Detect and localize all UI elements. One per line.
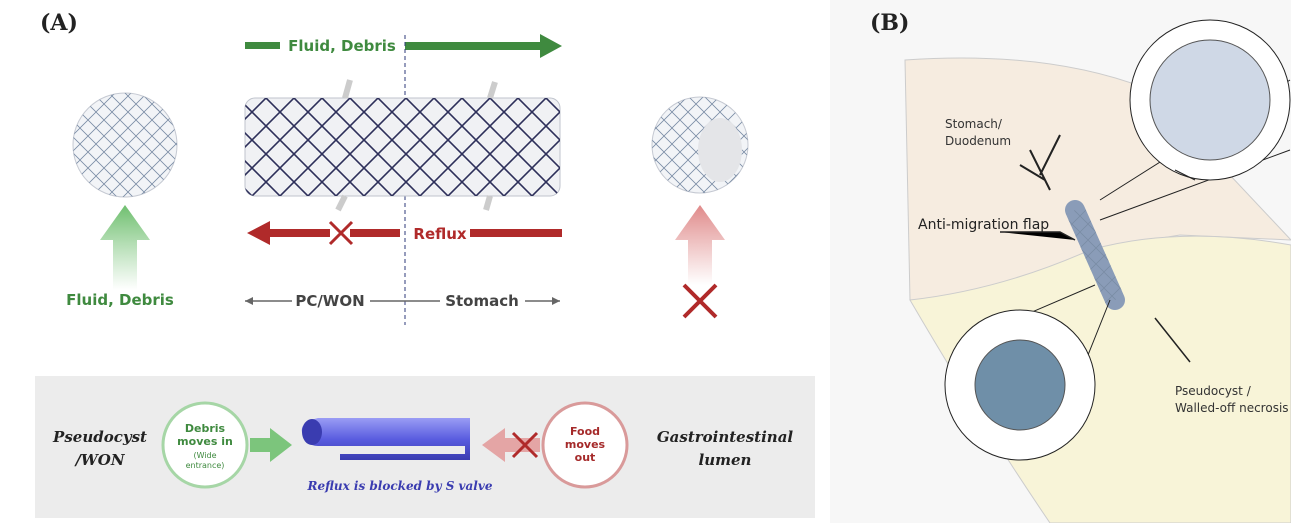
in-text: Debris moves in <box>177 422 233 448</box>
in-arrow <box>250 428 292 462</box>
reflux-x <box>328 220 354 246</box>
stent-end-left-mesh <box>73 93 177 197</box>
in-note: (Wide entrance) <box>186 451 225 470</box>
migration-arrows <box>1019 134 1061 191</box>
zoom-bottom-lumen <box>974 339 1066 431</box>
right-label: Gastrointestinal lumen <box>657 428 794 469</box>
line: out <box>575 451 596 464</box>
line: Duodenum <box>945 134 1011 148</box>
line: lumen <box>699 451 752 469</box>
outflow-arrow <box>675 205 725 285</box>
panel-label: (A) <box>40 10 78 36</box>
out-arrow <box>482 428 540 462</box>
line: moves in <box>177 435 233 448</box>
side-left: PC/WON <box>295 292 364 310</box>
flow-label: Fluid, Debris <box>288 37 396 55</box>
line: entrance) <box>186 461 225 470</box>
pointer <box>1174 169 1196 181</box>
valve <box>698 118 742 182</box>
panel-label: (B) <box>870 10 909 36</box>
line: Pseudocyst <box>52 428 147 446</box>
inflow-arrow <box>100 205 150 290</box>
mechanism-box <box>35 376 815 518</box>
inflow-label: Fluid, Debris <box>66 291 174 309</box>
flow-arrow <box>405 34 562 58</box>
stent-flaps <box>335 79 498 212</box>
line: Walled-off necrosis <box>1175 401 1289 415</box>
out-text: Food moves out <box>565 425 606 464</box>
line: Stomach/ <box>945 117 1003 131</box>
left-label: Pseudocyst/WON <box>52 428 147 469</box>
in-circle <box>161 401 249 489</box>
zoom-top-lumen <box>1149 39 1271 161</box>
line: Debris <box>185 422 226 435</box>
s-valve-tube <box>301 418 470 460</box>
flap-label: Anti-migration flap <box>918 217 1049 233</box>
stent-mesh <box>1065 205 1125 305</box>
line: Gastrointestinal <box>657 428 794 446</box>
flow-bar <box>245 42 280 49</box>
out-x <box>511 431 539 459</box>
stomach-label: Stomach/Duodenum <box>945 117 1011 148</box>
cyst-label: Pseudocyst / Walled-off necrosis <box>1175 384 1289 415</box>
line: Pseudocyst / <box>1175 384 1252 398</box>
out-circle <box>541 401 629 489</box>
caption: Reflux is blocked by S valve <box>307 479 493 493</box>
reflux-arrow <box>247 221 562 245</box>
pointer-lines <box>1000 231 1191 363</box>
line: Food <box>570 425 600 438</box>
tube-opening <box>302 419 322 445</box>
line: (Wide <box>193 451 216 460</box>
reflux-label: Reflux <box>413 225 467 243</box>
side-right: Stomach <box>445 292 519 310</box>
outflow-x <box>682 283 718 319</box>
stent-mesh <box>245 98 560 196</box>
line: moves <box>565 438 606 451</box>
line: /WON <box>73 451 125 469</box>
